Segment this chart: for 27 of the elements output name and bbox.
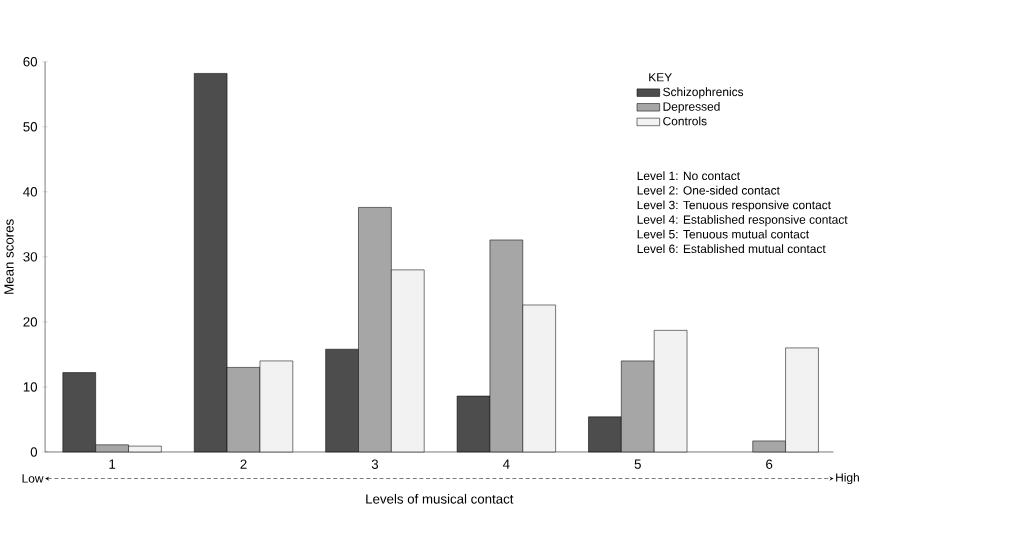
y-tick-label: 30 <box>23 252 38 262</box>
y-tick-label: 60 <box>23 57 38 67</box>
annotation: Level 3: Tenuous responsive contact <box>637 200 831 212</box>
y-tick-label: 50 <box>23 122 38 132</box>
x-tick-label: 6 <box>766 459 773 470</box>
y-axis-title: Mean scores <box>4 219 14 294</box>
annotation: Level 6: Established mutual contact <box>637 244 826 254</box>
y-tick-label: 40 <box>23 187 38 197</box>
annotation: Level 4: Established responsive contact <box>637 215 848 227</box>
legend-label: Depressed <box>663 102 720 114</box>
annotation: Level 2: One-sided contact <box>637 186 780 195</box>
x-tick-label: 2 <box>240 459 247 469</box>
legend-title: KEY <box>649 73 672 82</box>
x-tick-label: 4 <box>502 459 510 469</box>
legend-label: Controls <box>663 116 707 126</box>
annotation: Level 5: Tenuous mutual contact <box>637 229 810 239</box>
y-tick-label: 20 <box>23 317 38 327</box>
x-tick-label: 1 <box>109 459 116 469</box>
text: High <box>836 473 859 485</box>
legend-label: Schizophrenics <box>663 87 744 99</box>
x-axis-title: Levels of musical contact <box>366 494 514 504</box>
y-tick-label: 10 <box>23 382 38 392</box>
x-tick-label: 5 <box>634 459 641 469</box>
y-tick-label: 0 <box>30 447 38 457</box>
x-tick-label: 3 <box>371 459 379 470</box>
text: Low <box>22 474 44 483</box>
annotation: Level 1: No contact <box>637 171 740 181</box>
